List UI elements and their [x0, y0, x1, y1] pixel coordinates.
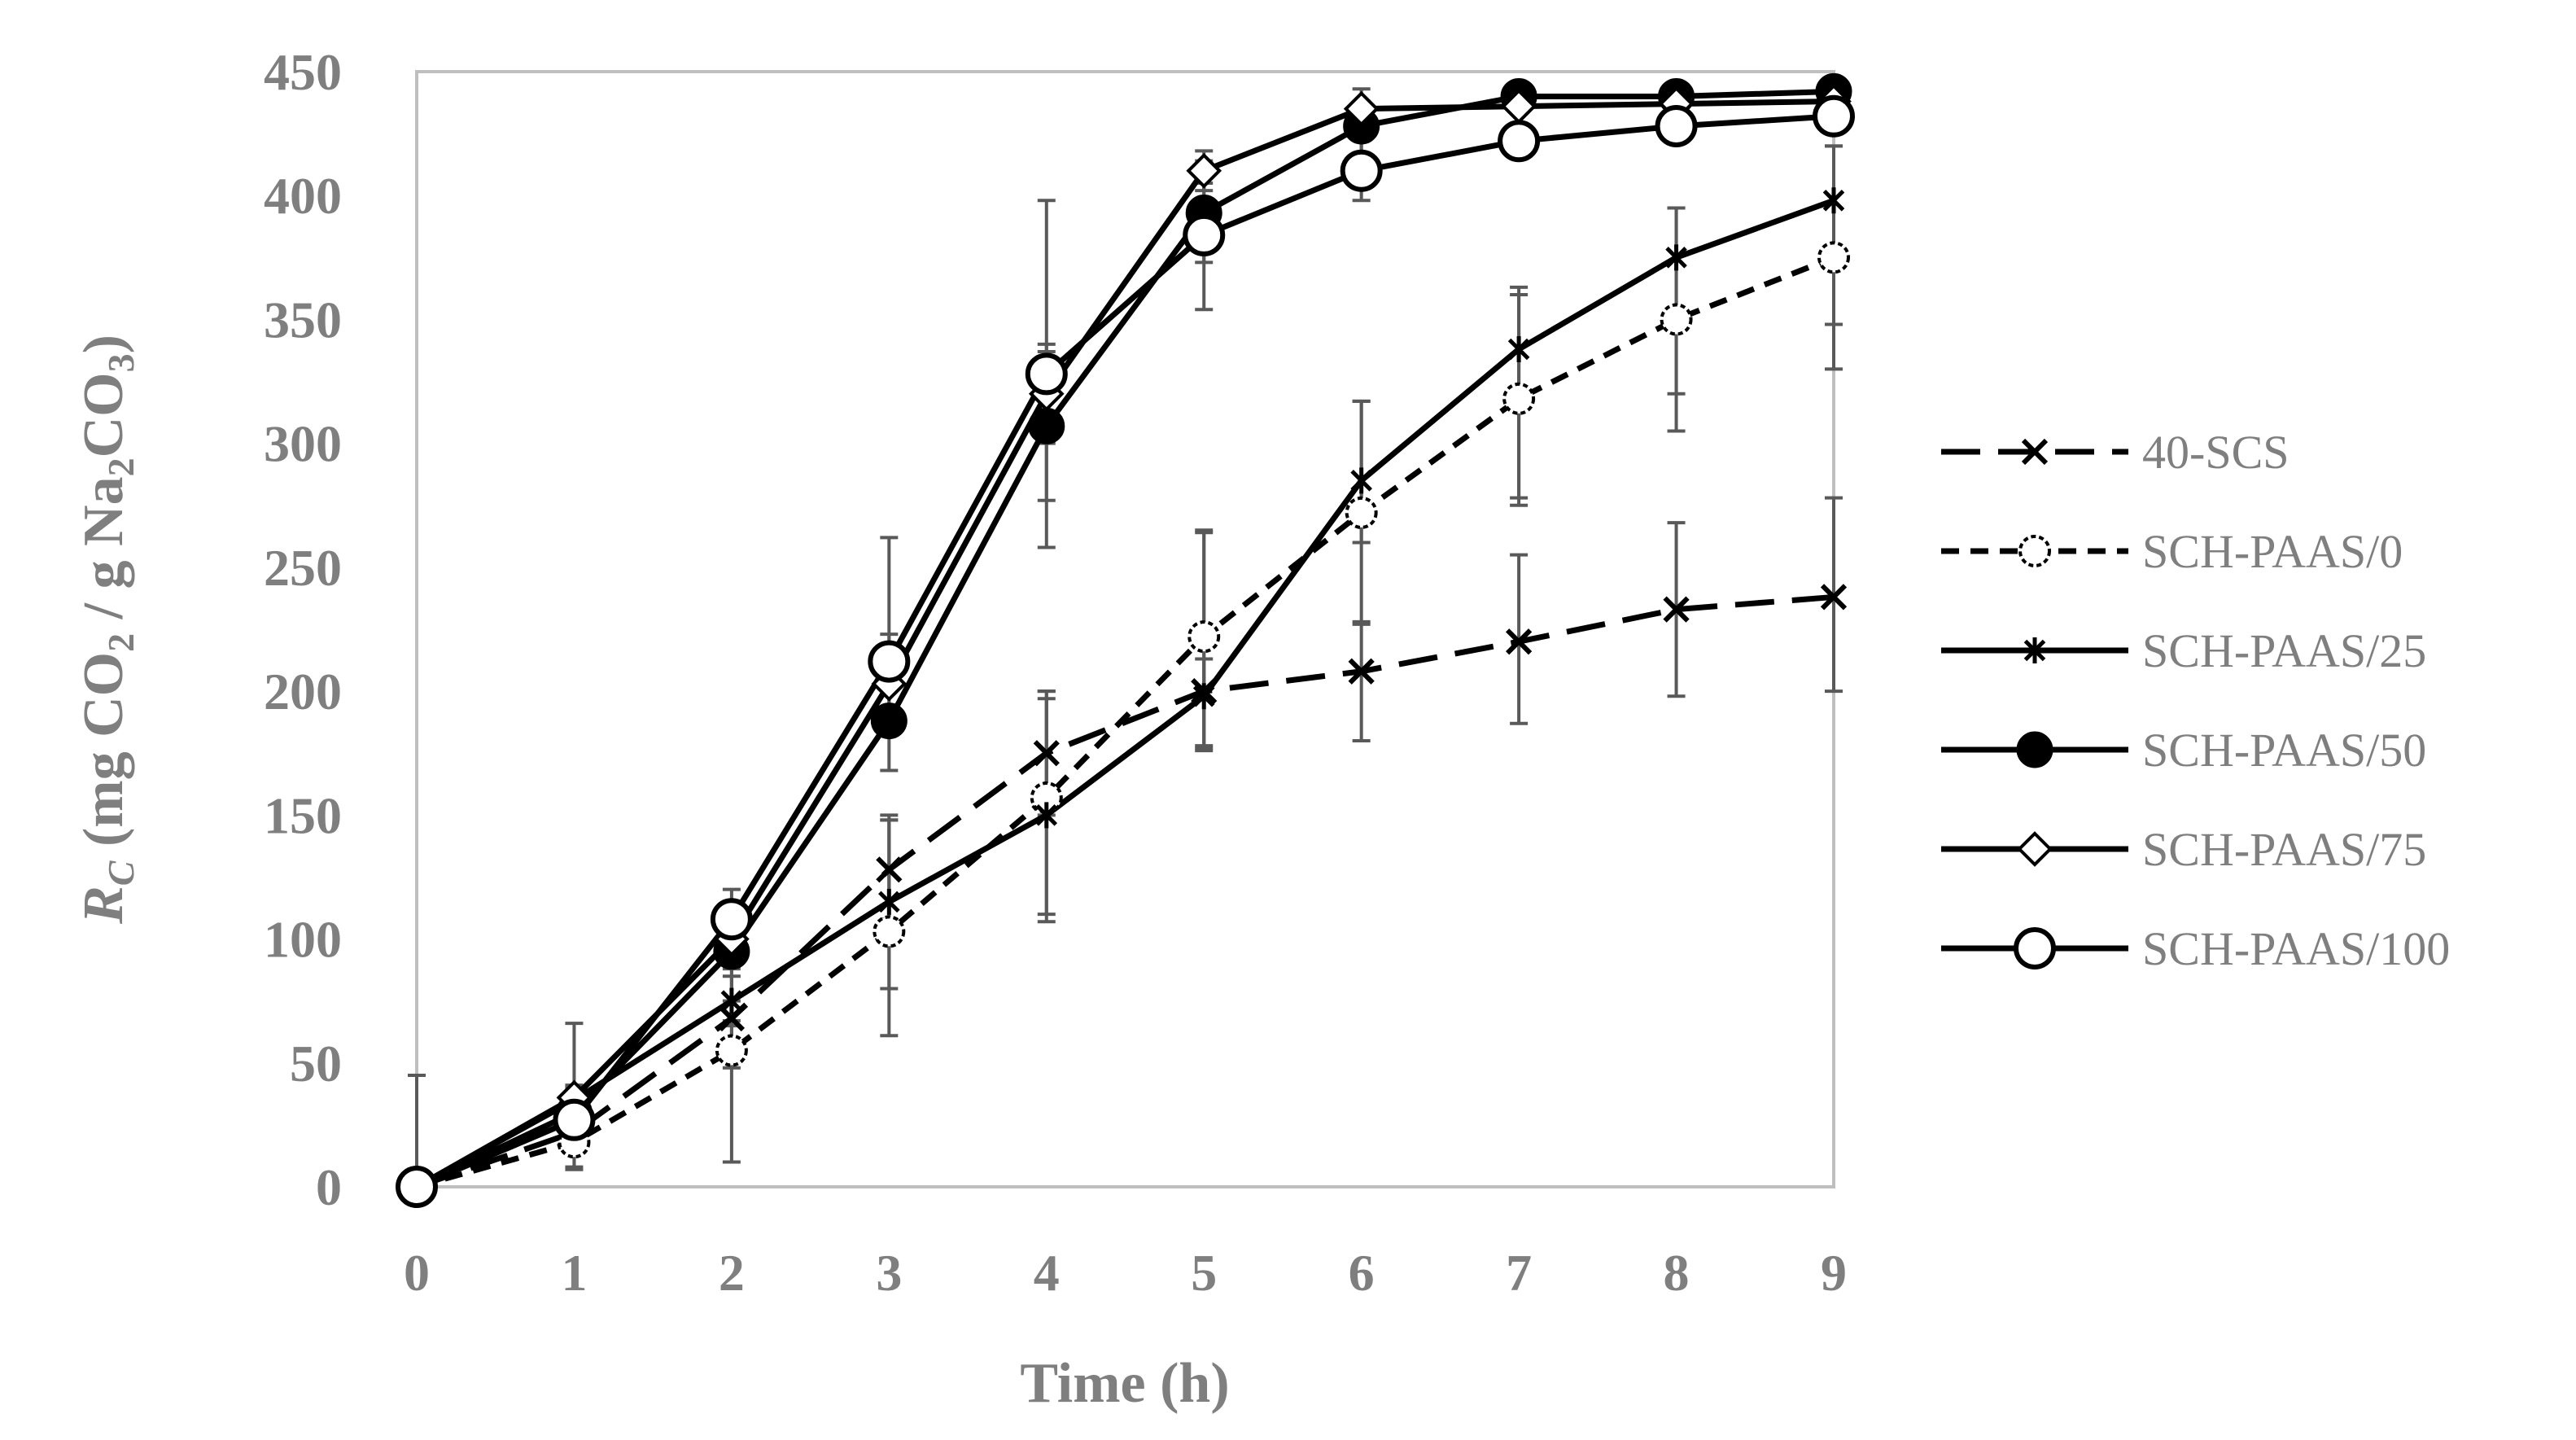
- series-line: [415, 198, 1835, 1190]
- legend-item: SCH-PAAS/25: [1941, 624, 2426, 677]
- legend-item: SCH-PAAS/0: [1941, 525, 2403, 578]
- legend-label: 40-SCS: [2142, 426, 2290, 479]
- legend-item: SCH-PAAS/50: [1941, 724, 2426, 777]
- y-tick-label: 150: [264, 786, 342, 844]
- y-tick-label: 50: [290, 1035, 342, 1092]
- legend: 40-SCS SCH-PAAS/0 SCH-PAAS/25 SCH-PAAS/50 SC…: [1941, 426, 2450, 975]
- marker-star: [1192, 683, 1215, 710]
- marker-open-circle: [1345, 496, 1378, 529]
- marker-large-open-circle: [868, 640, 911, 683]
- y-axis-title-sub: 2: [100, 457, 142, 476]
- series-line: [416, 255, 1835, 1190]
- marker-x: [1348, 658, 1375, 685]
- marker-large-open-circle: [1498, 120, 1541, 163]
- x-tick-label: 2: [719, 1244, 745, 1302]
- marker-open-diamond: [2017, 831, 2053, 867]
- error-bar: [1825, 144, 1843, 326]
- y-axis-title-var-sub: C: [100, 860, 142, 886]
- y-tick-label: 300: [264, 415, 342, 473]
- marker-filled-circle: [870, 702, 908, 740]
- marker-open-circle: [1817, 241, 1850, 274]
- y-tick-label: 200: [264, 663, 342, 720]
- legend-label: SCH-PAAS/0: [2142, 525, 2403, 578]
- y-axis-title-part: CO: [72, 372, 135, 457]
- series-lines: [415, 88, 1835, 1190]
- marker-large-open-circle: [1340, 149, 1383, 192]
- y-axis-title-sub: 2: [100, 633, 142, 652]
- x-tick-label: 5: [1191, 1244, 1217, 1302]
- series-line: [415, 113, 1835, 1190]
- marker-star: [1507, 335, 1530, 362]
- y-tick-label: 250: [264, 539, 342, 597]
- marker-x: [2021, 438, 2049, 466]
- marker-large-open-circle: [710, 898, 753, 941]
- y-axis-title-sub: 3: [100, 353, 142, 372]
- marker-open-diamond: [1186, 152, 1222, 189]
- marker-star: [878, 888, 900, 915]
- marker-x: [1033, 740, 1060, 767]
- y-tick-label: 400: [264, 167, 342, 225]
- marker-open-circle: [2018, 535, 2051, 567]
- marker-large-open-circle: [1655, 104, 1698, 147]
- series-line: [415, 88, 1835, 1190]
- marker-open-circle: [1660, 303, 1693, 336]
- legend-item: 40-SCS: [1941, 426, 2290, 479]
- x-tick-label: 0: [404, 1244, 430, 1302]
- marker-star: [1665, 244, 1687, 271]
- legend-label: SCH-PAAS/25: [2142, 624, 2426, 677]
- marker-open-circle: [1502, 382, 1536, 415]
- series-markers: [396, 72, 1855, 1208]
- marker-filled-circle: [2016, 731, 2053, 768]
- y-tick-label: 0: [316, 1158, 342, 1216]
- tick-labels: 0 1 2 3 4 5 6 7 8 9 0 50 100 150 200 250 300 350 400 450: [264, 43, 1847, 1302]
- y-tick-label: 100: [264, 911, 342, 969]
- y-axis-title-part: ): [72, 335, 135, 353]
- legend-item: SCH-PAAS/100: [1941, 922, 2450, 975]
- series-line: [415, 593, 1835, 1190]
- error-bar: [1667, 206, 1686, 396]
- x-axis-title: Time (h): [1020, 1352, 1229, 1415]
- marker-open-circle: [1187, 620, 1221, 654]
- marker-large-open-circle: [2014, 927, 2056, 969]
- legend-label: SCH-PAAS/75: [2142, 823, 2426, 876]
- marker-star: [720, 987, 743, 1014]
- y-axis-title-part: (mg CO: [72, 652, 135, 847]
- y-axis-title-var: R: [72, 886, 135, 925]
- marker-open-circle: [873, 915, 906, 948]
- marker-large-open-circle: [1183, 213, 1226, 256]
- x-tick-label: 4: [1034, 1244, 1060, 1302]
- marker-large-open-circle: [1813, 94, 1855, 138]
- legend-label: SCH-PAAS/50: [2142, 724, 2426, 777]
- marker-open-diamond: [1343, 90, 1380, 127]
- x-tick-label: 3: [876, 1244, 902, 1302]
- y-axis-title-part: / g Na: [72, 476, 135, 633]
- y-axis-title-part: [72, 847, 135, 861]
- marker-filled-circle: [1028, 407, 1065, 444]
- legend-label: SCH-PAAS/100: [2142, 922, 2450, 975]
- marker-x: [876, 856, 903, 883]
- marker-open-circle: [715, 1034, 748, 1067]
- marker-star: [1350, 467, 1372, 494]
- marker-star: [2023, 637, 2046, 663]
- x-tick-label: 1: [561, 1244, 587, 1302]
- legend-item: SCH-PAAS/75: [1941, 823, 2426, 876]
- y-axis-title: RC (mg CO2 / g Na2CO3): [72, 335, 142, 925]
- marker-large-open-circle: [1025, 352, 1068, 396]
- marker-star: [1035, 802, 1058, 829]
- y-tick-label: 350: [264, 291, 342, 348]
- marker-star: [1822, 187, 1845, 214]
- x-tick-label: 8: [1664, 1244, 1690, 1302]
- marker-x: [1663, 596, 1690, 623]
- marker-x: [1820, 584, 1848, 611]
- marker-x: [1505, 628, 1533, 655]
- marker-large-open-circle: [553, 1098, 596, 1141]
- y-tick-label: 450: [264, 43, 342, 101]
- x-tick-label: 9: [1821, 1244, 1847, 1302]
- x-tick-label: 6: [1349, 1244, 1375, 1302]
- marker-large-open-circle: [396, 1166, 438, 1208]
- x-tick-label: 7: [1506, 1244, 1532, 1302]
